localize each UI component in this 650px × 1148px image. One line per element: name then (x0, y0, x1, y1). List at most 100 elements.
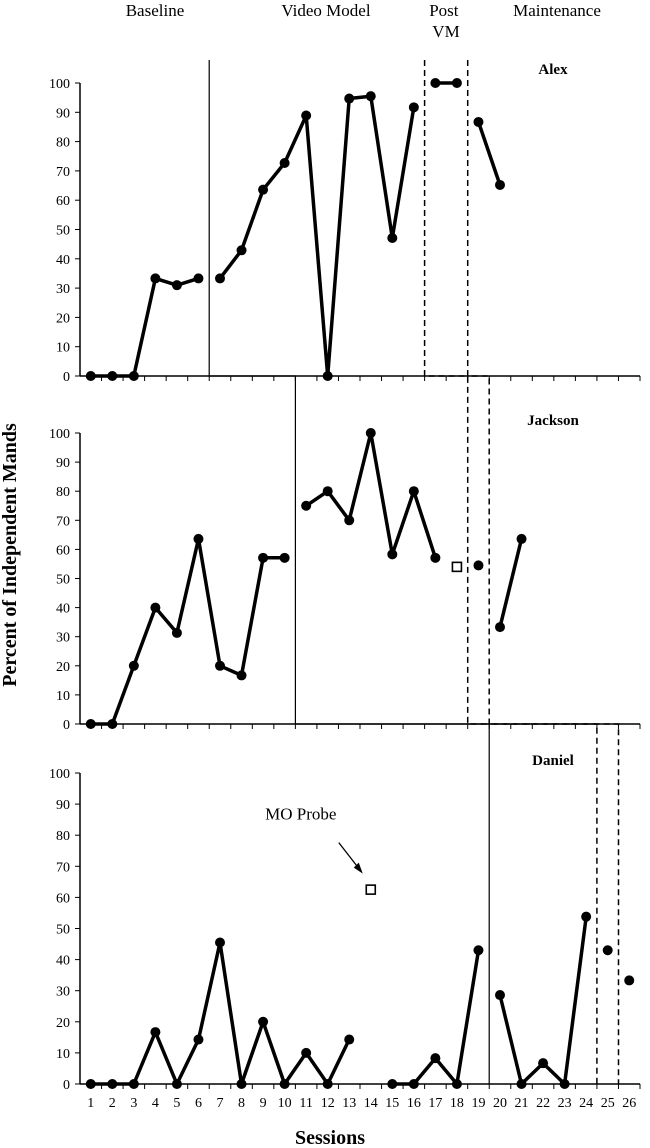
phase-label-maintenance: Maintenance (513, 1, 601, 20)
participant-name: Jackson (527, 413, 579, 429)
x-tick-label: 12 (321, 1096, 335, 1111)
x-tick-label: 26 (622, 1096, 636, 1111)
data-point (451, 78, 462, 88)
series-line (498, 538, 524, 628)
data-point (150, 1027, 161, 1038)
data-point (301, 110, 312, 121)
y-tick-label: 50 (56, 224, 70, 239)
data-point (128, 371, 139, 381)
x-tick-label: 14 (364, 1096, 378, 1111)
y-tick-label: 30 (56, 985, 70, 1000)
phase-label-baseline: Baseline (126, 1, 185, 20)
data-point (322, 371, 333, 381)
x-tick-label: 23 (558, 1096, 572, 1111)
data-point (236, 670, 247, 681)
x-tick-label: 2 (109, 1096, 116, 1111)
mo-probe-annotation: MO Probe (265, 805, 363, 874)
y-tick-label: 40 (56, 253, 70, 268)
y-tick-label: 70 (56, 165, 70, 180)
x-tick-label: 22 (536, 1096, 550, 1111)
data-point (171, 280, 182, 291)
data-point (473, 560, 484, 571)
data-point (495, 179, 505, 190)
y-tick-label: 10 (56, 689, 70, 704)
data-point (193, 533, 204, 544)
data-point (279, 157, 290, 168)
x-axis-title: Sessions (295, 1127, 365, 1148)
data-point (128, 1079, 139, 1089)
x-tick-label: 20 (493, 1096, 507, 1111)
x-tick-label: 7 (217, 1096, 224, 1111)
data-point (408, 102, 419, 113)
data-point (215, 273, 225, 284)
data-point (602, 945, 613, 956)
y-tick-label: 100 (49, 77, 70, 92)
y-tick-label: 80 (56, 829, 70, 844)
x-tick-label: 8 (238, 1096, 245, 1111)
data-point (538, 1058, 549, 1069)
y-tick-label: 20 (56, 311, 70, 326)
data-point (171, 627, 182, 638)
data-point (85, 719, 96, 729)
y-tick-label: 20 (56, 660, 70, 675)
phase-label-video-model: Video Model (281, 1, 370, 20)
data-point (344, 93, 355, 104)
data-point (193, 1034, 204, 1045)
y-tick-label: 90 (56, 106, 70, 121)
data-point (85, 371, 96, 381)
y-tick-label: 60 (56, 891, 70, 906)
y-tick-label: 30 (56, 282, 70, 297)
y-tick-label: 70 (56, 860, 70, 875)
data-point (473, 945, 484, 956)
data-point (236, 245, 247, 256)
data-point (387, 549, 398, 560)
y-tick-label: 50 (56, 573, 70, 588)
data-point (279, 552, 290, 563)
data-point (495, 622, 505, 633)
x-tick-label: 19 (471, 1096, 485, 1111)
x-tick-label: 13 (342, 1096, 356, 1111)
y-tick-label: 80 (56, 485, 70, 500)
series-line (90, 276, 200, 378)
phase-line-post-vm-to-maintenance (466, 60, 620, 1084)
data-point (150, 602, 161, 613)
x-tick-label: 24 (579, 1096, 593, 1111)
y-tick-label: 10 (56, 1047, 70, 1062)
data-point (301, 1047, 312, 1058)
data-point (215, 660, 225, 671)
series-line (90, 537, 285, 726)
x-tick-label: 4 (152, 1096, 159, 1111)
data-point (215, 937, 225, 948)
probe-point (365, 884, 377, 895)
data-point (516, 1079, 527, 1089)
y-tick-label: 90 (56, 798, 70, 813)
y-tick-label: 30 (56, 631, 70, 646)
data-point (258, 184, 269, 195)
y-tick-label: 0 (63, 718, 70, 733)
series-line (392, 950, 481, 1086)
x-tick-label: 6 (195, 1096, 202, 1111)
data-point (473, 116, 484, 127)
phase-labels: Baseline Video Model Post VM Maintenance (126, 1, 601, 41)
y-tick-label: 80 (56, 136, 70, 151)
data-point (408, 486, 419, 497)
x-tick-label: 17 (428, 1096, 442, 1111)
panels: 0102030405060708090100Alex01020304050607… (49, 62, 641, 1111)
y-tick-label: 50 (56, 923, 70, 938)
panel-jackson: 0 10 20 30 40 50 60 70 80 90 100 Jackson (49, 413, 641, 733)
data-point (365, 91, 376, 102)
phase-line-baseline-to-video-model (208, 60, 490, 1084)
y-tick-label: 100 (49, 767, 70, 782)
x-tick-label: 1 (87, 1096, 94, 1111)
data-point (301, 500, 312, 511)
x-tick-label: 15 (385, 1096, 399, 1111)
phase-line-video-model-to-post-vm (423, 60, 598, 1084)
data-point (495, 990, 505, 1001)
data-point (322, 1079, 333, 1089)
y-tick-label: 40 (56, 602, 70, 617)
y-tick-label: 60 (56, 194, 70, 209)
y-tick-label: 70 (56, 514, 70, 529)
data-point (451, 1079, 462, 1089)
